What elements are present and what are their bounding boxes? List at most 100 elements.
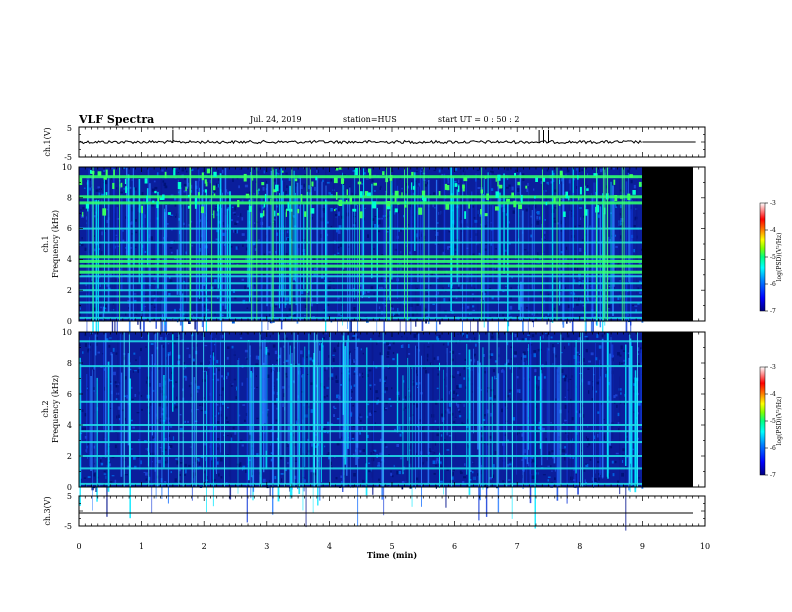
spectrum-noise [168, 276, 171, 279]
spectrum-noise [629, 464, 632, 467]
spectrum-sferic [392, 170, 395, 268]
spectrum-noise [392, 352, 395, 355]
spectrum-noise [388, 343, 391, 347]
spectrum-noise [554, 398, 558, 401]
spectrum-noise [493, 474, 495, 479]
spectrum-noise [563, 192, 566, 196]
spectrum-noise [131, 207, 133, 212]
spectrum-emission [289, 208, 293, 212]
spectrum-emission [422, 192, 425, 200]
spectrum-noise [437, 459, 440, 464]
spectrum-noise [135, 246, 137, 249]
ch1-spectrogram-image [79, 167, 644, 364]
spectrum-noise [359, 293, 362, 296]
spectrum-noise [92, 248, 96, 252]
spectrum-noise [489, 435, 492, 439]
spectrum-emission [334, 209, 336, 212]
spectrum-sferic [137, 211, 139, 325]
station-label: station=HUS [343, 115, 397, 124]
spectrum-noise [306, 402, 308, 405]
spectrum-noise [352, 404, 354, 407]
spectrum-noise [337, 246, 340, 249]
spectrum-noise [170, 445, 173, 448]
spectrum-noise [637, 453, 640, 456]
spectrum-noise [392, 475, 394, 478]
spectrum-emission [521, 194, 523, 203]
spectrum-noise [561, 369, 564, 373]
spectrum-sferic [481, 190, 483, 293]
spectrum-noise [226, 346, 230, 349]
spectrum-noise [120, 191, 123, 194]
spectrum-sferic [350, 352, 351, 489]
spectrum-noise [516, 376, 519, 379]
spectrum-noise [234, 222, 238, 225]
spectrum-noise [350, 397, 352, 399]
spectrum-noise [554, 189, 557, 193]
spectrum-noise [268, 251, 272, 254]
spectrum-noise [566, 334, 570, 338]
spectrum-noise [537, 257, 539, 261]
spectrum-noise [371, 179, 374, 183]
spectrum-noise [462, 167, 465, 170]
spectrum-noise [518, 367, 521, 369]
ch2-freq-tick-6: 6 [67, 390, 72, 399]
spectrum-noise [627, 314, 629, 316]
spectrum-noise [106, 338, 109, 342]
spectrum-noise [185, 251, 188, 255]
spectrum-noise [578, 276, 581, 280]
spectrum-noise [540, 199, 541, 203]
spectrum-noise [386, 342, 389, 346]
spectrum-noise [254, 248, 257, 251]
spectrum-noise [221, 334, 224, 339]
spectrum-noise [449, 351, 453, 353]
spectrum-band-2 [79, 301, 643, 304]
spectrum-noise [550, 484, 553, 488]
spectrum-noise [370, 387, 372, 390]
spectrum-noise [86, 176, 90, 180]
spectrum-noise [255, 355, 258, 360]
spectrum-noise [103, 169, 106, 173]
spectrum-emission [525, 185, 528, 189]
spectrum-noise [398, 397, 400, 400]
spectrum-noise [217, 447, 219, 450]
spectrum-noise [285, 297, 289, 301]
spectrum-noise [326, 302, 330, 307]
spectrum-noise [399, 268, 402, 271]
spectrum-noise [211, 213, 214, 215]
spectrum-noise [566, 169, 570, 173]
spectrum-noise [235, 396, 238, 399]
spectrum-noise [630, 180, 633, 184]
spectrum-noise [174, 308, 176, 312]
spectrum-noise [84, 428, 87, 432]
spectrum-noise [373, 383, 376, 386]
spectrum-noise [597, 411, 600, 414]
spectrum-sferic [209, 359, 211, 487]
spectrum-noise [308, 185, 310, 190]
spectrum-noise [79, 343, 81, 346]
spectrum-noise [324, 445, 326, 448]
spectrum-noise [355, 266, 358, 270]
spectrum-noise [496, 313, 499, 315]
spectrum-sferic [551, 170, 554, 323]
spectrum-noise [589, 458, 592, 461]
spectrum-noise [184, 297, 187, 301]
spectrum-noise [312, 316, 315, 318]
spectrum-noise [460, 220, 464, 224]
spectrum-sferic [162, 195, 163, 315]
spectrum-noise [376, 397, 379, 400]
spectrum-noise [199, 219, 202, 222]
spectrum-noise [473, 217, 477, 219]
spectrum-noise [340, 475, 344, 478]
spectrum-sferic [216, 368, 217, 474]
spectrum-noise [617, 412, 620, 417]
spectrum-noise [505, 213, 507, 216]
spectrum-noise [560, 198, 562, 200]
spectrum-noise [637, 402, 641, 406]
spectrum-noise [283, 361, 285, 363]
spectrum-spike [92, 167, 94, 321]
spectrum-noise [125, 312, 127, 316]
spectrum-noise [125, 474, 128, 476]
spectrum-sferic [423, 344, 425, 464]
spectrum-noise [596, 333, 599, 337]
spectrum-emission [102, 208, 107, 216]
